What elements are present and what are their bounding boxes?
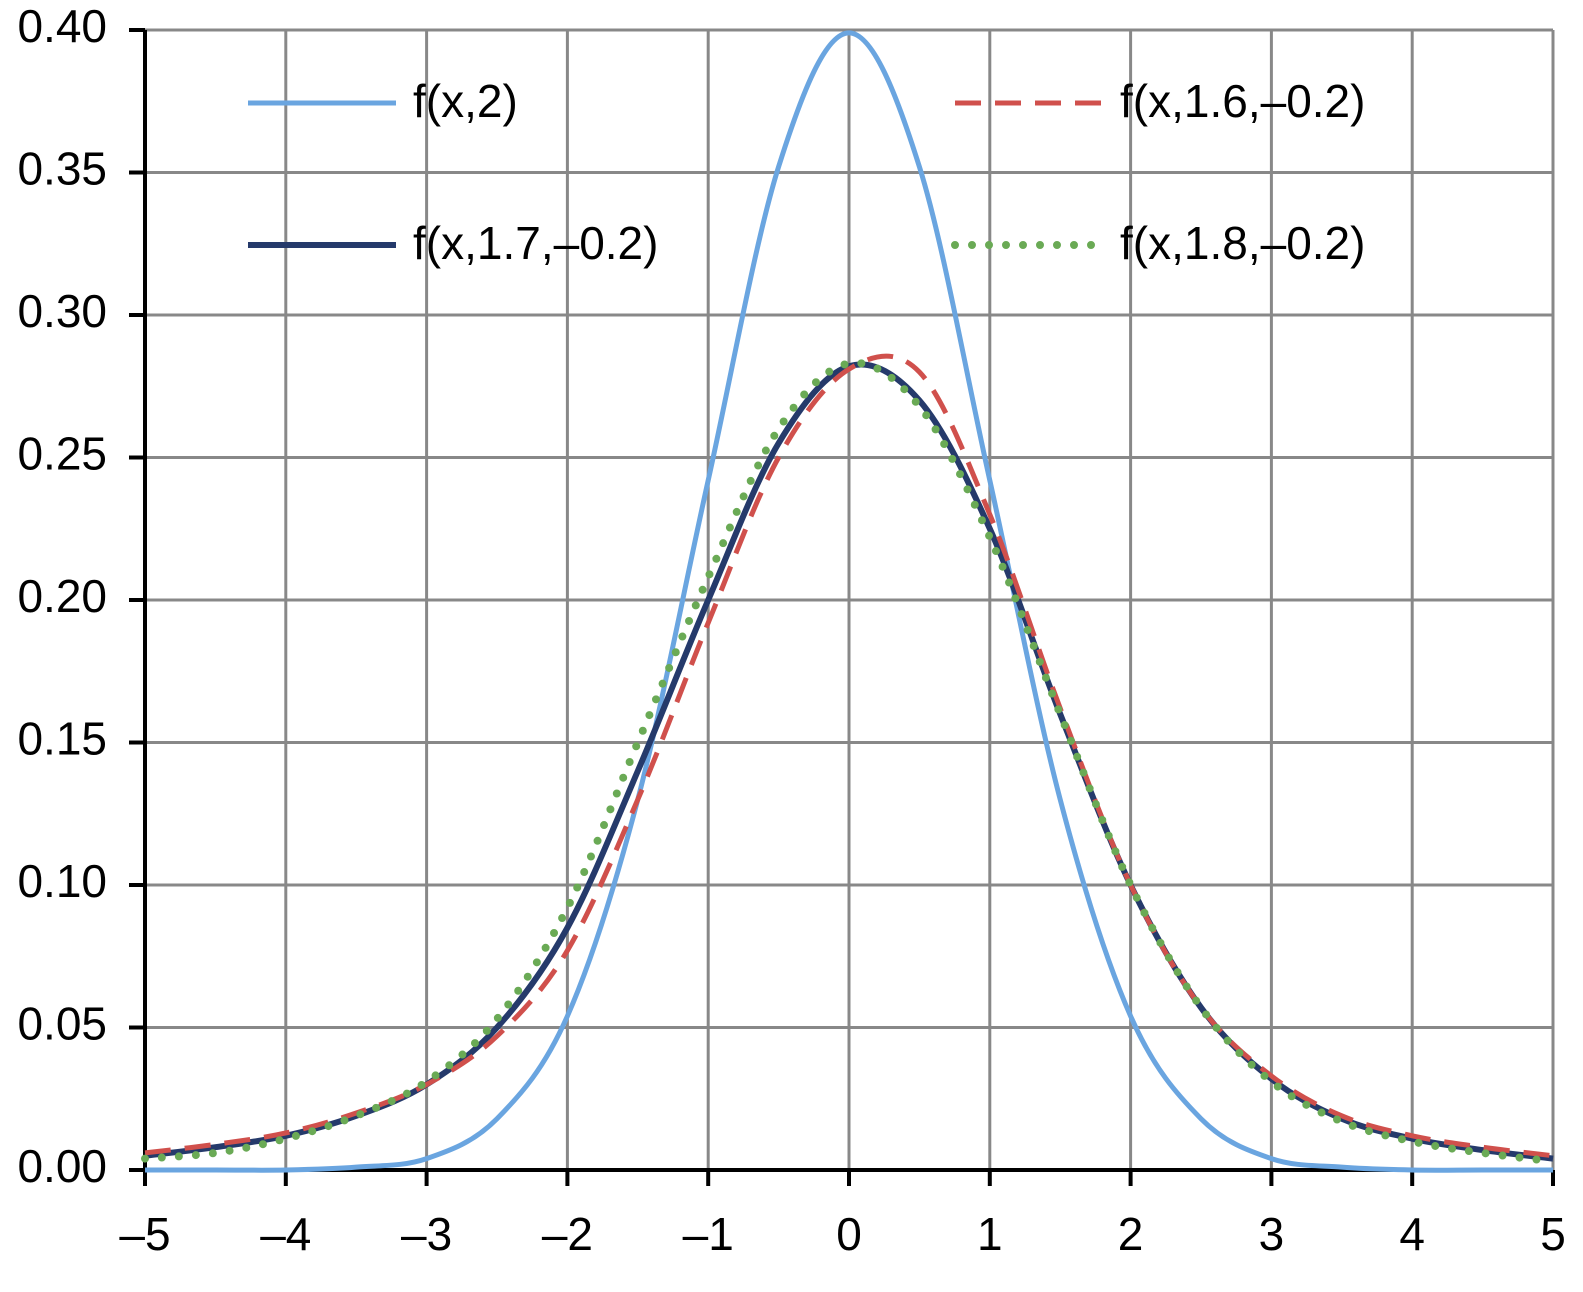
x-tick-label: 2 — [1118, 1208, 1144, 1260]
x-tick-label: 1 — [977, 1208, 1003, 1260]
y-tick-label: 0.10 — [17, 855, 107, 907]
y-tick-label: 0.25 — [17, 428, 107, 480]
legend-label: f(x,1.8,–0.2) — [1120, 217, 1365, 269]
x-tick-label: –2 — [542, 1208, 593, 1260]
x-tick-label: –3 — [401, 1208, 452, 1260]
series-line — [145, 30, 1553, 1173]
series-line — [144, 353, 1554, 1159]
y-tick-label: 0.05 — [17, 998, 107, 1050]
y-tick-label: 0.40 — [17, 0, 107, 52]
y-tick-label: 0.20 — [17, 570, 107, 622]
legend-label: f(x,1.6,–0.2) — [1120, 75, 1365, 127]
x-tick-label: –1 — [683, 1208, 734, 1260]
series-line — [141, 358, 1557, 1166]
y-tick-label: 0.35 — [17, 143, 107, 195]
x-tick-label: –4 — [260, 1208, 311, 1260]
y-tick-label: 0.00 — [17, 1140, 107, 1192]
legend-label: f(x,2) — [413, 75, 518, 127]
x-tick-label: 0 — [836, 1208, 862, 1260]
x-tick-label: 3 — [1259, 1208, 1285, 1260]
x-tick-label: –5 — [119, 1208, 170, 1260]
x-tick-label: 4 — [1399, 1208, 1425, 1260]
y-tick-label: 0.30 — [17, 285, 107, 337]
legend-label: f(x,1.7,–0.2) — [413, 217, 658, 269]
x-tick-label: 5 — [1540, 1208, 1566, 1260]
y-tick-label: 0.15 — [17, 713, 107, 765]
